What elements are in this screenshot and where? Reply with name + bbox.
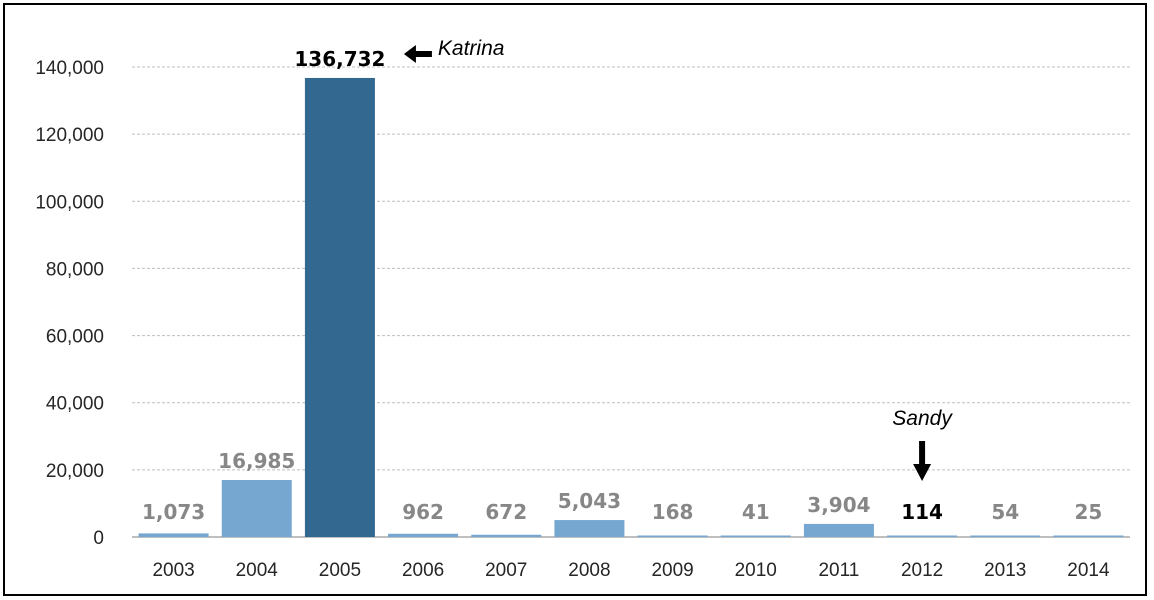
x-tick-label: 2008 xyxy=(568,560,610,581)
x-tick-label: 2009 xyxy=(651,560,693,581)
data-label: 114 xyxy=(901,500,943,524)
left-arrow-icon xyxy=(403,45,432,63)
bar-2009 xyxy=(637,535,708,537)
data-label: 3,904 xyxy=(807,493,870,517)
data-label: 16,985 xyxy=(218,449,295,473)
bar-2008 xyxy=(554,520,625,537)
chart-frame xyxy=(3,3,1147,596)
x-tick-label: 2014 xyxy=(1067,560,1110,581)
x-tick-label: 2006 xyxy=(402,560,444,581)
data-label: 1,073 xyxy=(142,500,205,524)
data-label: 25 xyxy=(1074,500,1102,524)
y-tick-label: 0 xyxy=(93,528,104,549)
x-tick-label: 2013 xyxy=(984,560,1026,581)
bar-2011 xyxy=(803,523,874,537)
bar-2007 xyxy=(471,534,542,537)
bar-2006 xyxy=(388,533,459,537)
bar-2004 xyxy=(221,479,292,537)
data-label: 962 xyxy=(402,500,444,524)
data-label: 136,732 xyxy=(294,47,385,71)
bar-2010 xyxy=(720,535,791,537)
bar-2012 xyxy=(887,535,958,537)
y-tick-label: 120,000 xyxy=(35,125,104,146)
y-tick-label: 80,000 xyxy=(46,259,104,280)
data-label: 5,043 xyxy=(558,489,621,513)
bar-2003 xyxy=(138,533,209,537)
x-tick-label: 2010 xyxy=(735,560,777,581)
bar-2005 xyxy=(304,77,375,538)
data-label: 168 xyxy=(652,500,694,524)
y-tick-label: 60,000 xyxy=(46,327,104,348)
data-label: 54 xyxy=(991,500,1019,524)
bar-2013 xyxy=(970,535,1041,537)
y-tick-label: 140,000 xyxy=(35,58,104,79)
bar-2014 xyxy=(1053,535,1124,537)
y-tick-label: 100,000 xyxy=(35,192,104,213)
data-label: 41 xyxy=(742,500,770,524)
down-arrow-icon xyxy=(913,441,932,481)
x-tick-label: 2004 xyxy=(236,560,279,581)
y-tick-label: 20,000 xyxy=(46,461,104,482)
annotation-sandy: Sandy xyxy=(892,407,953,430)
x-tick-label: 2005 xyxy=(319,560,361,581)
x-tick-label: 2003 xyxy=(152,560,194,581)
y-tick-label: 40,000 xyxy=(46,394,104,415)
x-tick-label: 2012 xyxy=(901,560,943,581)
x-tick-label: 2007 xyxy=(485,560,527,581)
x-tick-label: 2011 xyxy=(818,560,859,581)
data-label: 672 xyxy=(485,500,527,524)
annotation-katrina: Katrina xyxy=(438,37,505,60)
